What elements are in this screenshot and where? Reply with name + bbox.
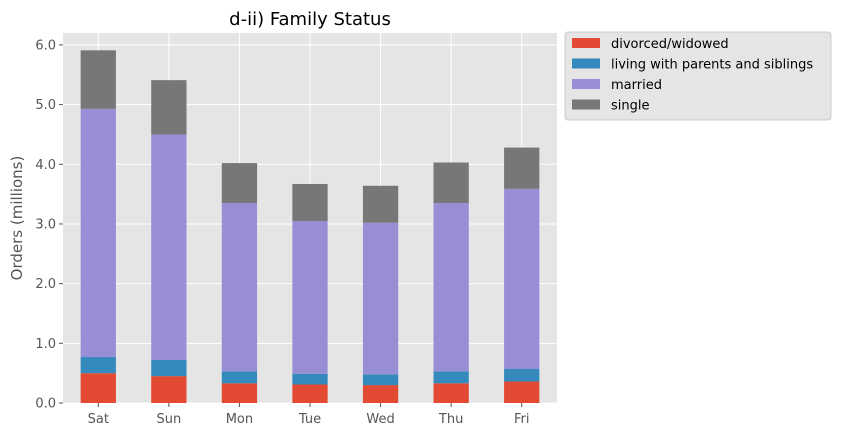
chart-title: d-ii) Family Status bbox=[229, 9, 391, 30]
legend-label: living with parents and siblings bbox=[611, 58, 813, 73]
bar-segment bbox=[292, 183, 328, 221]
legend: divorced/widowed living with parents and … bbox=[564, 31, 832, 121]
y-tick-label: 0.0 bbox=[35, 397, 56, 412]
x-tick-label: Tue bbox=[298, 412, 321, 427]
y-axis-label: Orders (millions) bbox=[8, 156, 26, 281]
bar-segment bbox=[151, 376, 187, 403]
bar-segment bbox=[362, 185, 399, 223]
legend-box bbox=[564, 31, 832, 121]
x-axis-ticks: Sat Sun Mon Tue Wed Thu Fri bbox=[88, 403, 530, 427]
legend-swatch bbox=[572, 99, 600, 110]
bar-segment bbox=[362, 385, 399, 403]
x-tick-label: Mon bbox=[226, 412, 253, 427]
bar-segment bbox=[80, 108, 116, 358]
y-tick-label: 6.0 bbox=[35, 38, 56, 53]
bar-segment bbox=[80, 373, 116, 403]
bar-segment bbox=[362, 222, 399, 375]
bar-segment bbox=[292, 373, 328, 385]
bar-segment bbox=[362, 374, 399, 386]
legend-label: divorced/widowed bbox=[611, 37, 729, 52]
y-tick-label: 1.0 bbox=[35, 337, 56, 352]
bar-segment bbox=[504, 188, 540, 369]
x-tick-label: Sun bbox=[156, 412, 181, 427]
bar-segment bbox=[504, 368, 540, 382]
bar-segment bbox=[151, 80, 187, 135]
bar-segment bbox=[504, 381, 540, 403]
y-axis-ticks: 0.0 1.0 2.0 3.0 4.0 5.0 6.0 bbox=[35, 38, 63, 412]
bar-segment bbox=[433, 371, 469, 384]
bar-segment bbox=[292, 220, 328, 374]
x-tick-label: Wed bbox=[366, 412, 394, 427]
bar-segment bbox=[433, 383, 469, 403]
x-tick-label: Thu bbox=[438, 412, 463, 427]
bar-segment bbox=[151, 134, 187, 361]
bar-segment bbox=[221, 371, 258, 384]
bar-segment bbox=[433, 162, 469, 204]
y-tick-label: 5.0 bbox=[35, 98, 56, 113]
legend-swatch bbox=[572, 58, 600, 69]
bar-segment bbox=[221, 383, 258, 403]
x-tick-label: Sat bbox=[88, 412, 109, 427]
bar-segment bbox=[151, 360, 187, 377]
bar-segment bbox=[221, 203, 258, 372]
x-tick-label: Fri bbox=[514, 412, 530, 427]
bar-segment bbox=[433, 203, 469, 372]
y-tick-label: 2.0 bbox=[35, 277, 56, 292]
bar-segment bbox=[221, 163, 258, 204]
bars-group bbox=[80, 50, 540, 403]
bar-segment bbox=[80, 357, 116, 374]
bar-segment bbox=[504, 147, 540, 189]
y-tick-label: 4.0 bbox=[35, 158, 56, 173]
bar-segment bbox=[80, 50, 116, 109]
bar-segment bbox=[292, 384, 328, 403]
legend-label: married bbox=[611, 78, 662, 93]
legend-swatch bbox=[572, 79, 600, 89]
y-tick-label: 3.0 bbox=[35, 217, 56, 232]
legend-label: single bbox=[611, 99, 650, 114]
legend-swatch bbox=[572, 38, 600, 48]
